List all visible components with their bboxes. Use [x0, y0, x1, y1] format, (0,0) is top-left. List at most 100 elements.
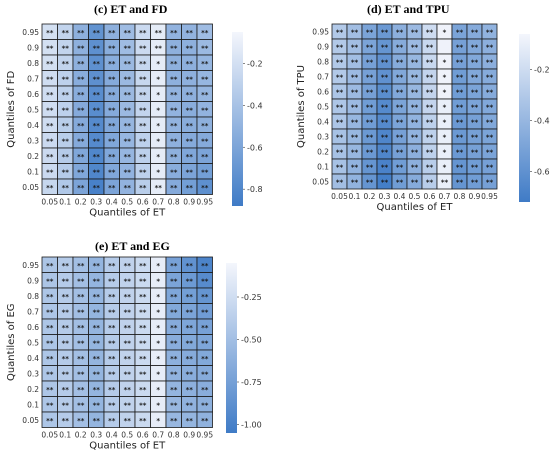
- y-tick-label: 0.3: [27, 136, 39, 145]
- colorbar-tick-label: -0.4: [534, 117, 550, 126]
- significance-stars: **: [186, 370, 194, 378]
- significance-stars: **: [186, 168, 194, 176]
- significance-stars: **: [77, 355, 85, 363]
- significance-stars: **: [381, 59, 389, 67]
- significance-stars: *: [156, 137, 160, 145]
- significance-stars: **: [186, 137, 194, 145]
- significance-stars: **: [336, 59, 344, 67]
- significance-stars: **: [366, 119, 374, 127]
- x-tick-label: 0.4: [106, 198, 118, 207]
- y-tick-label: 0.1: [27, 167, 39, 176]
- significance-stars: **: [62, 184, 70, 192]
- significance-stars: **: [186, 60, 194, 68]
- significance-stars: **: [351, 164, 359, 172]
- significance-stars: **: [62, 417, 70, 425]
- significance-stars: **: [46, 262, 54, 270]
- significance-stars: **: [170, 308, 178, 316]
- significance-stars: **: [411, 179, 419, 187]
- significance-stars: **: [46, 355, 54, 363]
- significance-stars: **: [351, 104, 359, 112]
- significance-stars: **: [62, 91, 70, 99]
- significance-stars: **: [139, 370, 147, 378]
- significance-stars: **: [471, 179, 479, 187]
- significance-stars: **: [186, 386, 194, 394]
- x-tick-label: 0.1: [59, 431, 71, 440]
- y-tick-label: 0.2: [317, 148, 329, 157]
- colorbar-tick-label: -0.50: [241, 336, 262, 345]
- significance-stars: *: [156, 75, 160, 83]
- significance-stars: **: [186, 293, 194, 301]
- significance-stars: **: [108, 184, 116, 192]
- significance-stars: *: [443, 104, 447, 112]
- significance-stars: **: [381, 119, 389, 127]
- significance-stars: **: [471, 44, 479, 52]
- significance-stars: **: [93, 122, 101, 130]
- significance-stars: **: [77, 75, 85, 83]
- significance-stars: **: [426, 119, 434, 127]
- significance-stars: **: [170, 417, 178, 425]
- x-tick-label: 0.05: [41, 431, 58, 440]
- significance-stars: **: [486, 164, 494, 172]
- y-tick-label: 0.5: [317, 103, 329, 112]
- significance-stars: **: [486, 44, 494, 52]
- significance-stars: **: [170, 355, 178, 363]
- significance-stars: *: [156, 153, 160, 161]
- heatmap-e: ** ** ** ** ** ** ** * ** ** **** ** ** ** ** ** ** * ** **…: [6, 256, 262, 452]
- significance-stars: **: [170, 339, 178, 347]
- significance-stars: **: [62, 29, 70, 37]
- significance-stars: **: [46, 401, 54, 409]
- significance-stars: **: [336, 74, 344, 82]
- significance-stars: **: [139, 75, 147, 83]
- significance-stars: **: [471, 149, 479, 157]
- significance-stars: **: [471, 89, 479, 97]
- significance-stars: **: [186, 324, 194, 332]
- significance-stars: **: [411, 134, 419, 142]
- significance-stars: **: [426, 44, 434, 52]
- significance-stars: **: [77, 339, 85, 347]
- significance-stars: **: [186, 262, 194, 270]
- significance-stars: **: [62, 262, 70, 270]
- x-tick-label: 0.05: [41, 198, 58, 207]
- x-tick-label: 0.6: [137, 198, 149, 207]
- colorbar-tick-label: -0.2: [534, 66, 550, 75]
- y-axis-label: Quantiles of EG: [6, 303, 17, 381]
- significance-stars: **: [366, 179, 374, 187]
- significance-stars: **: [396, 179, 404, 187]
- significance-stars: *: [156, 106, 160, 114]
- significance-stars: **: [201, 386, 209, 394]
- x-axis-label: Quantiles of ET: [377, 202, 454, 213]
- significance-stars: **: [381, 89, 389, 97]
- significance-stars: **: [186, 308, 194, 316]
- x-tick-label: 0.6: [137, 431, 149, 440]
- y-tick-label: 0.2: [27, 385, 39, 394]
- significance-stars: **: [170, 75, 178, 83]
- significance-stars: **: [62, 137, 70, 145]
- significance-stars: **: [201, 262, 209, 270]
- significance-stars: **: [62, 75, 70, 83]
- significance-stars: **: [124, 29, 132, 37]
- heatmap-c: ** ** ** ** ** ** ** ** ** ** **** ** ** ** ** ** ** ** **…: [6, 23, 263, 219]
- significance-stars: **: [139, 417, 147, 425]
- significance-stars: **: [456, 74, 464, 82]
- significance-stars: **: [108, 44, 116, 52]
- significance-stars: **: [336, 89, 344, 97]
- significance-stars: **: [170, 401, 178, 409]
- significance-stars: **: [456, 89, 464, 97]
- significance-stars: **: [93, 60, 101, 68]
- significance-stars: **: [62, 339, 70, 347]
- significance-stars: **: [381, 104, 389, 112]
- y-tick-label: 0.5: [27, 338, 39, 347]
- significance-stars: **: [124, 184, 132, 192]
- significance-stars: **: [170, 60, 178, 68]
- y-tick-label: 0.8: [317, 58, 329, 67]
- significance-stars: **: [381, 134, 389, 142]
- significance-stars: **: [456, 44, 464, 52]
- significance-stars: **: [396, 149, 404, 157]
- significance-stars: *: [443, 134, 447, 142]
- significance-stars: *: [156, 308, 160, 316]
- y-tick-label: 0.5: [27, 105, 39, 114]
- significance-stars: **: [46, 168, 54, 176]
- x-tick-label: 0.3: [90, 198, 102, 207]
- significance-stars: **: [471, 29, 479, 37]
- significance-stars: **: [77, 122, 85, 130]
